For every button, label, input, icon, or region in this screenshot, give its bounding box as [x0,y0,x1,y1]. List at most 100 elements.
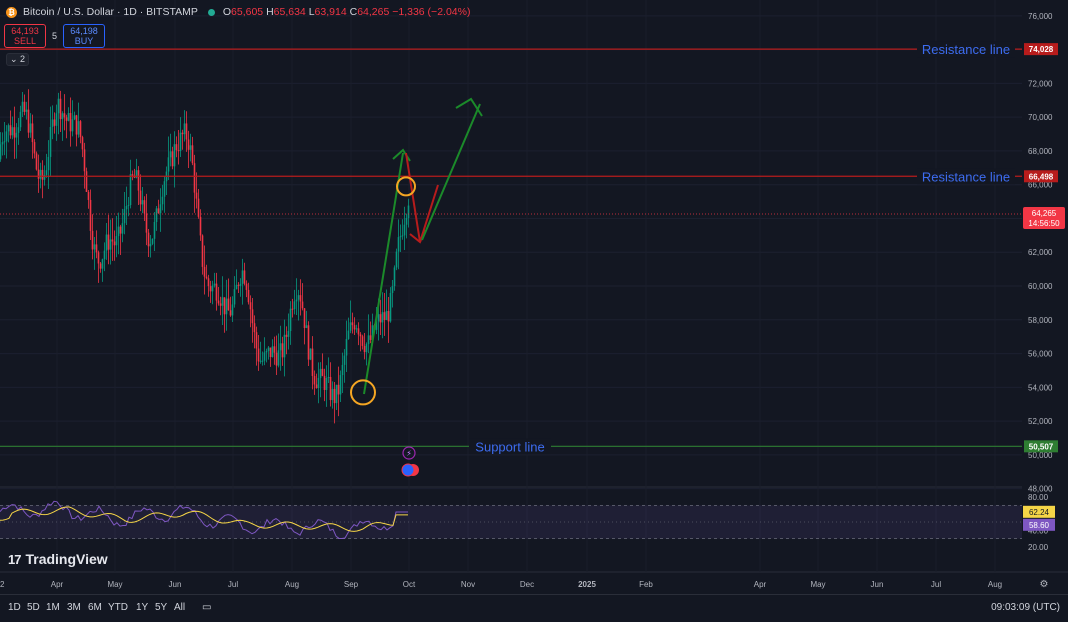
candle-body [233,289,236,305]
candle-body [61,113,64,120]
time-tick-label: Aug [988,580,1002,589]
candle-body [355,328,358,330]
candle-body [73,115,76,120]
buy-button[interactable]: 64,198 BUY [63,24,105,48]
resistance-label: Resistance line [922,42,1010,57]
timeframe-5d[interactable]: 5D [27,602,40,613]
candle-body [85,171,88,192]
timeframe-5y[interactable]: 5Y [155,602,168,613]
candle-body [301,301,304,309]
candle-body [185,123,188,140]
candle-body [163,181,166,197]
rsi-ma-label: 58.60 [1029,521,1050,530]
price-tick-label: 60,000 [1028,282,1053,291]
candle-body [173,144,176,167]
candle-body [9,125,12,136]
candle-body [381,312,384,323]
time-tick-label: May [107,580,122,589]
candle-body [193,163,196,193]
rsi-ma-tag [1023,505,1055,518]
candle-body [1,142,4,145]
clock[interactable]: 09:03:09 (UTC) [991,602,1060,613]
candle-body [71,119,74,132]
candle-body [155,208,158,223]
candle-body [17,127,20,133]
candle-body [387,311,390,322]
candle-body [319,368,322,378]
candle-body [353,325,356,330]
timeframe-6m[interactable]: 6M [88,602,102,613]
candle-body [323,375,326,390]
symbol-title[interactable]: Bitcoin / U.S. Dollar · 1D · BITSTAMP [23,6,198,18]
candle-body [139,190,142,205]
candle-body [259,360,262,362]
candle-body [123,209,126,224]
projection-arrow-up [363,152,404,395]
candle-body [51,119,54,127]
timeframe-1d[interactable]: 1D [8,602,21,613]
tradingview-logo[interactable]: 17 TradingView [8,551,108,567]
bitcoin-icon: ₿ [6,6,17,18]
candle-body [197,198,200,217]
timeframe-all[interactable]: All [174,602,186,613]
candle-body [299,295,302,302]
price-tick-label: 50,000 [1028,451,1053,460]
candle-body [91,230,94,250]
candle-body [339,375,342,395]
candle-body [5,131,8,142]
last-price-label: 64,265 [1032,209,1057,218]
candle-body [131,174,134,176]
close-value: 64,265 [357,6,390,18]
price-tick-label: 62,000 [1028,248,1053,257]
sell-label: SELL [13,36,37,46]
candle-body [255,332,258,349]
rsi-value-label: 62.24 [1029,508,1050,517]
candle-body [219,303,222,306]
candle-body [35,153,38,170]
candle-body [69,113,72,132]
candle-body [49,126,52,157]
timeframe-1y[interactable]: 1Y [136,602,149,613]
candle-body [39,169,42,179]
candle-body [325,377,328,390]
projection-arrow-down [405,152,439,243]
candle-body [3,141,6,143]
market-status-icon [207,8,215,16]
candle-body [0,144,2,160]
candle-body [211,285,214,292]
buy-label: BUY [74,36,94,46]
indicator-toggle-button[interactable]: ⌄ 2 [6,53,30,66]
timeframe-3m[interactable]: 3M [67,602,81,613]
low-value: 63,914 [314,6,347,18]
calendar-icon[interactable]: ▭ [202,602,212,613]
candle-body [277,350,280,366]
candle-body [109,239,112,250]
candle-body [361,336,364,346]
candle-body [183,123,186,135]
candle-body [333,388,336,404]
candle-body [129,174,132,206]
sell-price: 64,193 [11,26,39,36]
timeframe-ytd[interactable]: YTD [108,602,128,613]
candle-body [63,113,66,118]
candle-body [347,330,350,339]
timeframe-1m[interactable]: 1M [46,602,60,613]
candle-body [303,308,306,328]
candle-body [287,331,290,337]
rsi-ma-line [0,506,408,532]
highlight-circle [396,176,416,197]
rsi-tick-label: 80.00 [1028,493,1049,502]
candle-body [371,325,374,340]
candle-body [79,121,82,138]
sell-button[interactable]: 64,193 SELL [4,24,46,48]
time-tick-label: 2025 [578,580,596,589]
candle-body [23,101,26,112]
candle-body [329,377,332,401]
candle-body [113,241,116,246]
spread-value: 5 [52,31,58,41]
settings-icon: ⚙ [1040,579,1049,590]
ohlc-values: O65,605 H65,634 L63,914 C64,265 −1,336 (… [222,6,471,18]
candle-body [289,308,292,332]
